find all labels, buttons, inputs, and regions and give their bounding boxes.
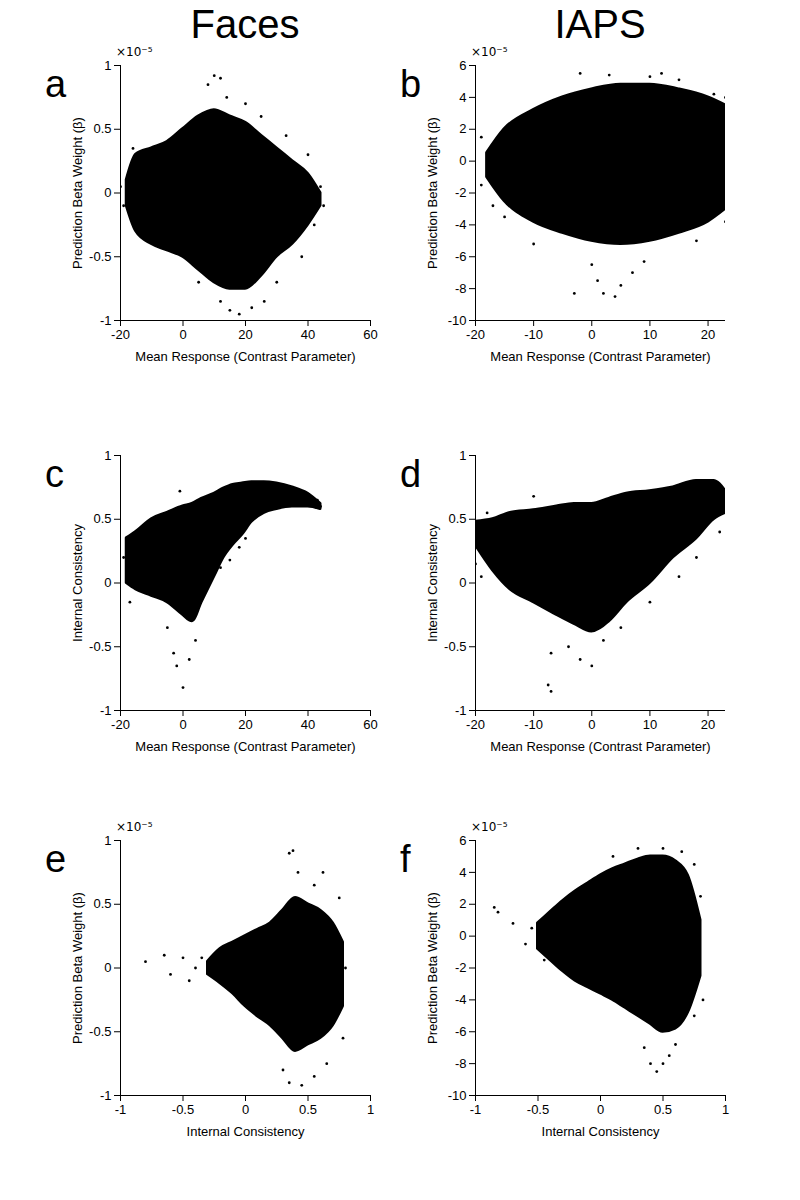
svg-text:40: 40 — [301, 717, 315, 732]
svg-text:-6: -6 — [455, 1024, 467, 1039]
svg-text:-4: -4 — [455, 992, 467, 1007]
svg-text:-1: -1 — [115, 1102, 127, 1117]
html-text:b: b — [400, 63, 422, 105]
svg-text:2: 2 — [459, 121, 466, 136]
svg-text:-20: -20 — [111, 327, 130, 342]
svg-text:60: 60 — [363, 717, 377, 732]
svg-text:10: 10 — [643, 717, 657, 732]
svg-text:4: 4 — [459, 90, 466, 105]
svg-text:2: 2 — [459, 896, 466, 911]
svg-text:-4: -4 — [455, 217, 467, 232]
svg-text:0.5: 0.5 — [93, 121, 111, 136]
html-text:a: a — [45, 63, 67, 105]
svg-text:Prediction Beta Weight (β): Prediction Beta Weight (β) — [425, 117, 440, 269]
svg-text:0: 0 — [459, 575, 466, 590]
svg-text:-2: -2 — [455, 185, 467, 200]
html-text:×10⁻⁵: ×10⁻⁵ — [471, 45, 508, 59]
svg-text:-8: -8 — [455, 281, 467, 296]
svg-text:0: 0 — [104, 185, 111, 200]
svg-text:1: 1 — [459, 448, 466, 463]
svg-text:0.5: 0.5 — [93, 896, 111, 911]
svg-text:0: 0 — [242, 1102, 249, 1117]
svg-text:0: 0 — [179, 717, 186, 732]
svg-text:40: 40 — [301, 327, 315, 342]
html-text:c: c — [45, 453, 64, 495]
svg-text:60: 60 — [363, 327, 377, 342]
svg-text:0.5: 0.5 — [654, 1102, 672, 1117]
html-text:×10⁻⁵: ×10⁻⁵ — [471, 820, 508, 834]
svg-text:-1: -1 — [100, 313, 112, 328]
svg-text:6: 6 — [459, 833, 466, 848]
svg-text:-6: -6 — [455, 249, 467, 264]
svg-text:1: 1 — [722, 1102, 729, 1117]
html-text:×10⁻⁵: ×10⁻⁵ — [116, 45, 153, 59]
svg-text:-10: -10 — [524, 327, 543, 342]
svg-text:-20: -20 — [111, 717, 130, 732]
svg-text:Prediction Beta Weight (β): Prediction Beta Weight (β) — [425, 892, 440, 1044]
html-text:d: d — [400, 453, 422, 495]
svg-text:Prediction Beta Weight (β): Prediction Beta Weight (β) — [70, 892, 85, 1044]
svg-text:10: 10 — [643, 327, 657, 342]
svg-text:Mean Response (Contrast Parame: Mean Response (Contrast Parameter) — [135, 349, 355, 364]
svg-text:-10: -10 — [448, 1088, 467, 1103]
svg-text:20: 20 — [701, 717, 715, 732]
svg-text:20: 20 — [238, 717, 252, 732]
svg-text:0: 0 — [459, 928, 466, 943]
svg-text:0.5: 0.5 — [93, 511, 111, 526]
svg-text:0: 0 — [459, 153, 466, 168]
svg-text:6: 6 — [459, 58, 466, 73]
svg-text:20: 20 — [238, 327, 252, 342]
svg-text:-20: -20 — [466, 717, 485, 732]
svg-text:-0.5: -0.5 — [89, 249, 111, 264]
svg-text:Internal Consistency: Internal Consistency — [70, 524, 85, 642]
svg-text:0: 0 — [588, 327, 595, 342]
html-text:f: f — [400, 838, 411, 880]
svg-text:-1: -1 — [100, 703, 112, 718]
svg-text:Internal Consistency: Internal Consistency — [425, 524, 440, 642]
svg-text:-10: -10 — [448, 313, 467, 328]
svg-text:0.5: 0.5 — [299, 1102, 317, 1117]
svg-text:-0.5: -0.5 — [527, 1102, 549, 1117]
svg-text:Mean Response (Contrast Parame: Mean Response (Contrast Parameter) — [490, 739, 710, 754]
svg-text:20: 20 — [701, 327, 715, 342]
svg-text:1: 1 — [104, 58, 111, 73]
svg-text:-8: -8 — [455, 1056, 467, 1071]
svg-text:4: 4 — [459, 865, 466, 880]
svg-text:-10: -10 — [524, 717, 543, 732]
svg-text:-1: -1 — [100, 1088, 112, 1103]
svg-text:0.5: 0.5 — [448, 511, 466, 526]
svg-text:1: 1 — [104, 448, 111, 463]
html-text:×10⁻⁵: ×10⁻⁵ — [116, 820, 153, 834]
svg-text:1: 1 — [367, 1102, 374, 1117]
svg-text:Prediction Beta Weight (β): Prediction Beta Weight (β) — [70, 117, 85, 269]
svg-text:0: 0 — [597, 1102, 604, 1117]
svg-text:-1: -1 — [470, 1102, 482, 1117]
svg-text:-0.5: -0.5 — [172, 1102, 194, 1117]
svg-text:-1: -1 — [455, 703, 467, 718]
svg-text:0: 0 — [104, 960, 111, 975]
svg-text:-2: -2 — [455, 960, 467, 975]
svg-text:0: 0 — [179, 327, 186, 342]
svg-text:Internal Consistency: Internal Consistency — [542, 1124, 660, 1139]
svg-text:0: 0 — [104, 575, 111, 590]
svg-text:1: 1 — [104, 833, 111, 848]
svg-text:Internal Consistency: Internal Consistency — [187, 1124, 305, 1139]
html-text:e: e — [45, 838, 67, 880]
html-text:Faces: Faces — [190, 2, 300, 46]
svg-text:-0.5: -0.5 — [89, 639, 111, 654]
svg-text:Mean Response (Contrast Parame: Mean Response (Contrast Parameter) — [490, 349, 710, 364]
svg-text:-0.5: -0.5 — [444, 639, 466, 654]
svg-text:-0.5: -0.5 — [89, 1024, 111, 1039]
html-text:IAPS: IAPS — [554, 2, 646, 46]
svg-text:Mean Response (Contrast Parame: Mean Response (Contrast Parameter) — [135, 739, 355, 754]
svg-text:-20: -20 — [466, 327, 485, 342]
svg-text:0: 0 — [588, 717, 595, 732]
